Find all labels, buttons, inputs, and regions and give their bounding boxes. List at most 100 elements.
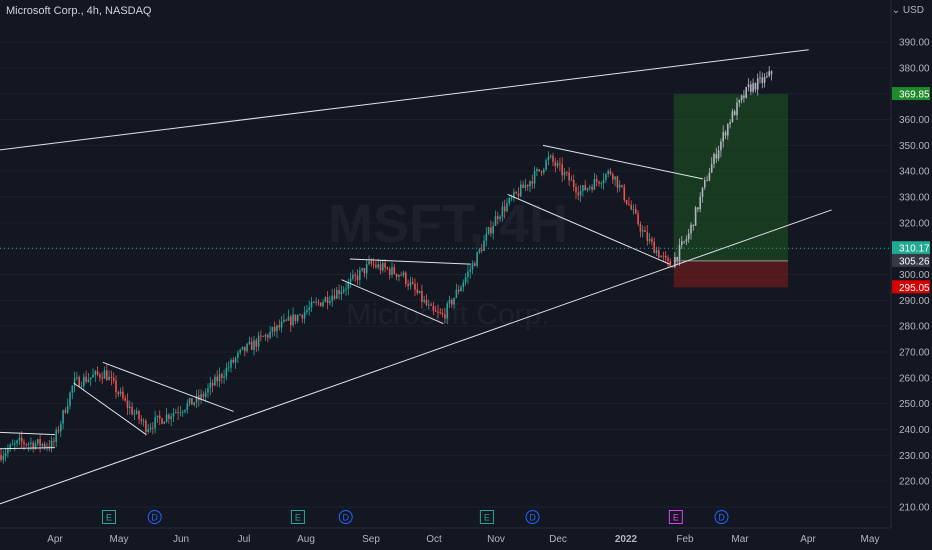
candle-body xyxy=(559,163,561,165)
candle-body xyxy=(533,171,536,184)
candle-body xyxy=(747,84,750,88)
candle-body xyxy=(294,314,297,321)
candle-body xyxy=(349,278,352,283)
candle-body xyxy=(336,289,338,299)
candle-body xyxy=(508,197,511,204)
candle-body xyxy=(2,455,5,460)
candle-body xyxy=(766,75,768,77)
candle-body xyxy=(384,263,386,268)
candle-body xyxy=(27,443,30,445)
candle-body xyxy=(724,132,727,136)
candle-body xyxy=(165,414,168,422)
candle-body xyxy=(103,370,106,379)
candle-body xyxy=(306,310,308,313)
candle-body xyxy=(462,282,465,288)
candle-body xyxy=(326,297,329,304)
candle-body xyxy=(96,371,99,375)
candle-body xyxy=(269,331,271,338)
currency-selector[interactable]: ⌄ USD xyxy=(892,5,924,16)
candle-body xyxy=(232,359,235,363)
stop-zone xyxy=(673,260,788,288)
candle-body xyxy=(211,382,214,386)
candle-body xyxy=(632,209,635,210)
price-tick-label: 380.00 xyxy=(899,63,930,74)
candle-body xyxy=(704,180,706,188)
candle-body xyxy=(138,410,140,420)
candle-body xyxy=(750,84,752,92)
candle-body xyxy=(759,77,761,79)
price-tick-label: 330.00 xyxy=(899,193,930,204)
candle-body xyxy=(200,394,202,401)
candle-body xyxy=(99,374,101,378)
candle-body xyxy=(513,191,515,198)
candle-body xyxy=(69,392,71,406)
candle-body xyxy=(635,209,637,214)
candle-body xyxy=(322,301,324,307)
candle-body xyxy=(278,325,281,328)
price-label-entry-bg xyxy=(892,253,930,267)
candle-body xyxy=(149,427,152,430)
candle-body xyxy=(602,180,605,184)
candle-body xyxy=(563,172,566,176)
candle-body xyxy=(241,346,244,350)
candle-body xyxy=(731,111,734,123)
candle-body xyxy=(756,78,759,90)
candle-body xyxy=(388,268,391,275)
earnings-marker: E xyxy=(668,510,683,524)
candle-body xyxy=(4,453,7,456)
time-tick-label: Mar xyxy=(731,534,749,545)
candle-body xyxy=(444,314,446,319)
channel-lower-line xyxy=(0,209,832,505)
candle-body xyxy=(722,132,724,142)
event-label: E xyxy=(295,513,301,523)
candle-body xyxy=(614,176,616,180)
candle-body xyxy=(717,150,720,159)
candle-body xyxy=(549,155,552,157)
candle-body xyxy=(276,325,278,332)
candle-body xyxy=(520,184,522,197)
candle-body xyxy=(117,392,120,394)
candle-body xyxy=(39,439,41,446)
candle-body xyxy=(85,376,87,382)
time-tick-label: 2022 xyxy=(615,534,638,545)
candle-body xyxy=(23,441,25,445)
candle-body xyxy=(375,264,377,268)
candle-body xyxy=(671,266,674,268)
candle-body xyxy=(593,178,596,190)
price-tick-label: 260.00 xyxy=(899,373,930,384)
candle-body xyxy=(577,192,580,196)
candle-body xyxy=(296,315,299,321)
price-axis[interactable]: 390.00380.00370.00360.00350.00340.00330.… xyxy=(890,0,930,528)
candle-body xyxy=(158,415,161,419)
candle-body xyxy=(342,289,345,292)
candle-body xyxy=(639,224,642,232)
price-tick-label: 220.00 xyxy=(899,477,930,488)
candle-body xyxy=(184,409,186,412)
candle-body xyxy=(743,95,745,98)
candle-body xyxy=(745,87,747,98)
candle-body xyxy=(172,413,175,417)
candle-body xyxy=(398,274,400,277)
candle-body xyxy=(637,213,639,225)
candle-body xyxy=(423,299,425,302)
candle-body xyxy=(250,341,253,350)
candle-body xyxy=(207,388,209,393)
price-tick-label: 390.00 xyxy=(899,38,930,49)
candle-body xyxy=(664,255,667,258)
event-label: D xyxy=(342,513,349,523)
candle-body xyxy=(621,185,623,187)
candle-body xyxy=(646,232,649,241)
candle-body xyxy=(752,83,754,92)
candle-body xyxy=(503,206,506,212)
candle-body xyxy=(411,282,414,284)
candle-body xyxy=(674,257,676,267)
time-tick-label: Sep xyxy=(362,534,380,545)
candle-body xyxy=(478,249,481,253)
candle-body xyxy=(409,282,412,286)
time-tick-label: Apr xyxy=(800,534,816,545)
candle-body xyxy=(315,301,317,303)
time-axis[interactable]: Apr May Jun Jul Aug Sep Oct Nov Dec 2022 Feb Mar Apr… xyxy=(0,527,890,545)
candle-body xyxy=(46,446,48,448)
candle-body xyxy=(175,412,177,414)
